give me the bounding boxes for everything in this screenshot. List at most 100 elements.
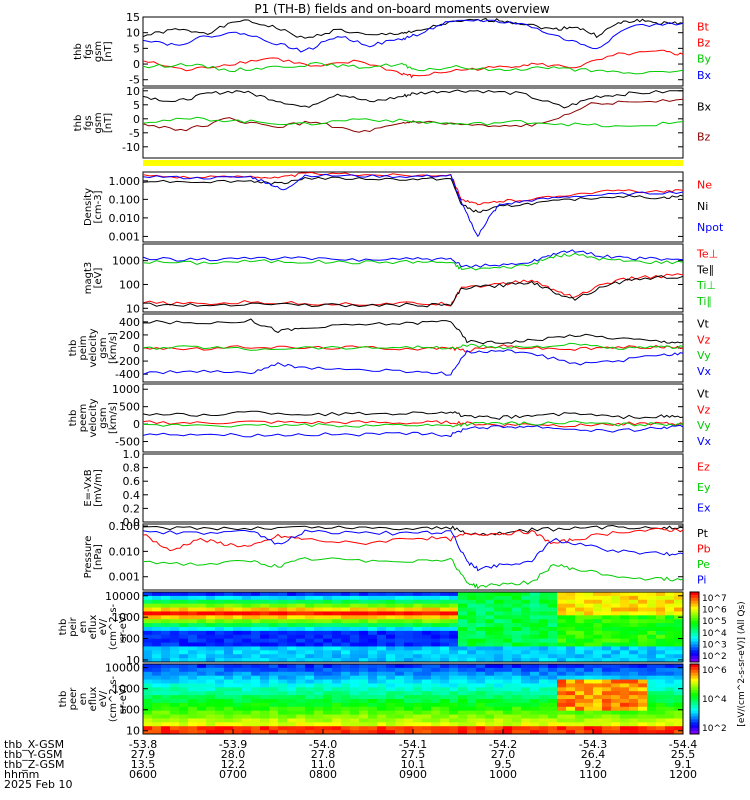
heat-cell	[377, 654, 387, 659]
heat-cell	[449, 667, 459, 673]
heat-cell	[359, 595, 369, 601]
heat-cell	[233, 607, 243, 612]
heat-cell	[422, 638, 432, 644]
heat-cell	[287, 675, 297, 681]
heat-cell	[557, 667, 567, 673]
heat-cell	[332, 687, 342, 692]
colorbar-label: [eV/(cm^2-s-sr-eV)] (All Qs)	[737, 601, 747, 726]
heat-cell	[395, 658, 405, 663]
heat-cell	[332, 695, 342, 700]
heat-cell	[323, 634, 333, 640]
heat-cell	[269, 658, 279, 663]
heat-cell	[494, 679, 504, 684]
heat-cell	[620, 638, 630, 644]
heat-cell	[503, 702, 513, 708]
legend-entry: Ni	[697, 200, 708, 213]
heat-cell	[647, 623, 657, 628]
heat-cell	[413, 671, 423, 677]
heat-cell	[521, 595, 531, 601]
heat-cell	[314, 675, 324, 681]
legend-entry: Vt	[697, 387, 710, 400]
heat-cell	[458, 679, 468, 684]
heat-cell	[395, 611, 405, 616]
heat-cell	[620, 710, 630, 716]
heat-cell	[197, 595, 207, 601]
heat-cell	[449, 627, 459, 632]
heat-cell	[449, 671, 459, 677]
heat-cell	[278, 687, 288, 692]
heat-cell	[431, 722, 441, 727]
heat-cell	[575, 658, 585, 663]
heat-cell	[647, 675, 657, 681]
heat-cell	[161, 638, 171, 644]
heat-cell	[395, 638, 405, 644]
colorbar-step	[690, 701, 699, 706]
heat-cell	[161, 683, 171, 688]
panel-frame	[142, 16, 684, 87]
heat-cell	[467, 630, 477, 636]
heat-cell	[440, 638, 450, 644]
heat-cell	[296, 650, 306, 655]
heat-cell	[440, 691, 450, 696]
heat-cell	[179, 642, 189, 647]
heat-cell	[350, 695, 360, 700]
heat-cell	[269, 592, 279, 597]
heat-cell	[665, 726, 675, 731]
heat-cell	[269, 702, 279, 708]
heat-cell	[395, 599, 405, 605]
heat-cell	[575, 718, 585, 723]
heat-cell	[188, 595, 198, 601]
heat-cell	[161, 630, 171, 636]
heat-cell	[422, 650, 432, 655]
heat-cell	[296, 722, 306, 727]
colorbar-step	[690, 650, 699, 654]
heat-cell	[161, 607, 171, 612]
heat-cell	[620, 683, 630, 688]
heat-cell	[467, 699, 477, 704]
heat-cell	[197, 658, 207, 663]
heat-cell	[584, 691, 594, 696]
heat-cell	[296, 683, 306, 688]
heat-cell	[368, 658, 378, 663]
heat-cell	[638, 675, 648, 681]
heat-cell	[674, 691, 684, 696]
heat-cell	[143, 706, 153, 712]
heat-cell	[422, 642, 432, 647]
heat-cell	[350, 726, 360, 731]
heat-cell	[566, 691, 576, 696]
y-tick-label: 100	[119, 633, 140, 646]
heat-cell	[656, 679, 666, 684]
heat-cell	[431, 623, 441, 628]
heat-cell	[278, 695, 288, 700]
heat-cell	[485, 699, 495, 704]
heat-cell	[476, 595, 486, 601]
colorbar-step	[690, 722, 699, 726]
heat-cell	[251, 638, 261, 644]
heat-cell	[314, 667, 324, 673]
heat-cell	[377, 683, 387, 688]
heat-cell	[323, 607, 333, 612]
heat-cell	[395, 627, 405, 632]
heat-cell	[566, 650, 576, 655]
heat-cell	[575, 695, 585, 700]
heat-cell	[422, 722, 432, 727]
heat-cell	[521, 710, 531, 716]
heat-cell	[629, 683, 639, 688]
heat-cell	[566, 599, 576, 605]
heat-cell	[287, 702, 297, 708]
heat-cell	[377, 695, 387, 700]
y-axis-label: Density	[83, 188, 94, 226]
heat-cell	[575, 687, 585, 692]
heat-cell	[287, 642, 297, 647]
heat-cell	[152, 667, 162, 673]
heat-cell	[224, 642, 234, 647]
heat-cell	[512, 638, 522, 644]
heat-cell	[503, 650, 513, 655]
heat-cell	[305, 611, 315, 616]
heat-cell	[602, 615, 612, 620]
heat-cell	[260, 714, 270, 719]
heat-cell	[593, 687, 603, 692]
heat-cell	[341, 646, 351, 651]
heat-cell	[512, 683, 522, 688]
